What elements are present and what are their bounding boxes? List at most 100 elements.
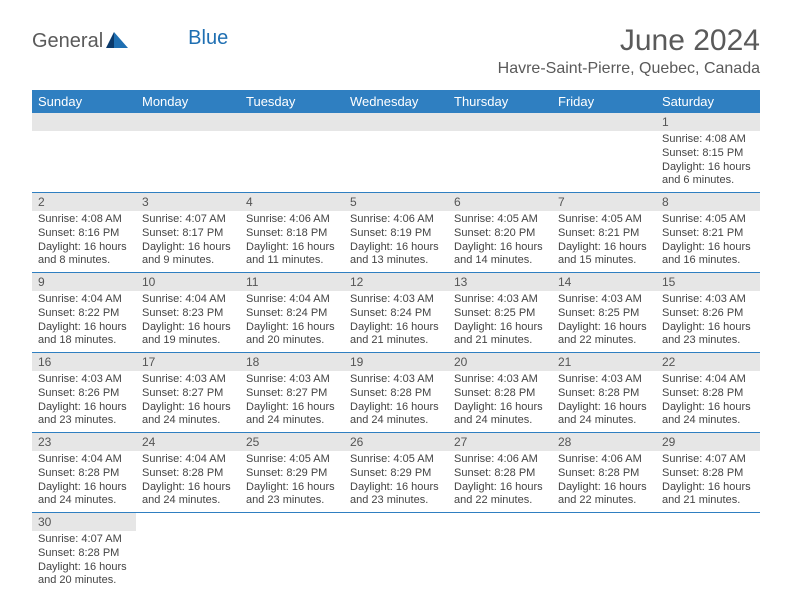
day-number: 4	[240, 193, 344, 211]
sunrise-text: Sunrise: 4:05 AM	[558, 213, 650, 227]
day-number: 7	[552, 193, 656, 211]
day-body: Sunrise: 4:03 AMSunset: 8:27 PMDaylight:…	[240, 371, 344, 432]
day-number: 26	[344, 433, 448, 451]
day-body: Sunrise: 4:07 AMSunset: 8:28 PMDaylight:…	[656, 451, 760, 512]
weekday-header: Sunday	[32, 90, 136, 113]
brand-logo: General Blue	[32, 24, 228, 53]
calendar-cell: 23Sunrise: 4:04 AMSunset: 8:28 PMDayligh…	[32, 433, 136, 513]
day-body: Sunrise: 4:03 AMSunset: 8:28 PMDaylight:…	[552, 371, 656, 432]
daylight-text: Daylight: 16 hours and 22 minutes.	[558, 481, 650, 509]
calendar-cell	[344, 113, 448, 193]
day-number: 18	[240, 353, 344, 371]
sunset-text: Sunset: 8:18 PM	[246, 227, 338, 241]
day-body	[344, 131, 448, 181]
sunrise-text: Sunrise: 4:03 AM	[38, 373, 130, 387]
daylight-text: Daylight: 16 hours and 23 minutes.	[38, 401, 130, 429]
daylight-text: Daylight: 16 hours and 22 minutes.	[558, 321, 650, 349]
day-body: Sunrise: 4:03 AMSunset: 8:28 PMDaylight:…	[448, 371, 552, 432]
calendar-cell	[552, 113, 656, 193]
day-number: 13	[448, 273, 552, 291]
sunset-text: Sunset: 8:28 PM	[38, 547, 130, 561]
sunrise-text: Sunrise: 4:03 AM	[454, 293, 546, 307]
day-body: Sunrise: 4:04 AMSunset: 8:23 PMDaylight:…	[136, 291, 240, 352]
sunset-text: Sunset: 8:28 PM	[350, 387, 442, 401]
daylight-text: Daylight: 16 hours and 24 minutes.	[38, 481, 130, 509]
calendar-cell: 21Sunrise: 4:03 AMSunset: 8:28 PMDayligh…	[552, 353, 656, 433]
calendar-cell	[448, 113, 552, 193]
title-block: June 2024 Havre-Saint-Pierre, Quebec, Ca…	[498, 24, 760, 84]
daylight-text: Daylight: 16 hours and 9 minutes.	[142, 241, 234, 269]
day-body: Sunrise: 4:03 AMSunset: 8:28 PMDaylight:…	[344, 371, 448, 432]
sunset-text: Sunset: 8:21 PM	[558, 227, 650, 241]
day-number: 28	[552, 433, 656, 451]
day-number: 5	[344, 193, 448, 211]
sunrise-text: Sunrise: 4:06 AM	[454, 453, 546, 467]
calendar-cell	[552, 513, 656, 593]
calendar-week: 2Sunrise: 4:08 AMSunset: 8:16 PMDaylight…	[32, 193, 760, 273]
day-body	[240, 131, 344, 181]
day-number: 16	[32, 353, 136, 371]
sunset-text: Sunset: 8:28 PM	[454, 387, 546, 401]
sunrise-text: Sunrise: 4:05 AM	[246, 453, 338, 467]
daylight-text: Daylight: 16 hours and 20 minutes.	[38, 561, 130, 589]
calendar-cell: 4Sunrise: 4:06 AMSunset: 8:18 PMDaylight…	[240, 193, 344, 273]
calendar-cell: 14Sunrise: 4:03 AMSunset: 8:25 PMDayligh…	[552, 273, 656, 353]
day-number: 24	[136, 433, 240, 451]
sunset-text: Sunset: 8:17 PM	[142, 227, 234, 241]
sunrise-text: Sunrise: 4:03 AM	[558, 373, 650, 387]
day-body: Sunrise: 4:06 AMSunset: 8:28 PMDaylight:…	[552, 451, 656, 512]
sunset-text: Sunset: 8:26 PM	[38, 387, 130, 401]
day-body: Sunrise: 4:03 AMSunset: 8:25 PMDaylight:…	[552, 291, 656, 352]
calendar-cell: 11Sunrise: 4:04 AMSunset: 8:24 PMDayligh…	[240, 273, 344, 353]
day-body	[344, 531, 448, 581]
page-header: General Blue June 2024 Havre-Saint-Pierr…	[32, 24, 760, 84]
sunrise-text: Sunrise: 4:06 AM	[558, 453, 650, 467]
calendar-cell: 25Sunrise: 4:05 AMSunset: 8:29 PMDayligh…	[240, 433, 344, 513]
day-number: 30	[32, 513, 136, 531]
day-body: Sunrise: 4:04 AMSunset: 8:22 PMDaylight:…	[32, 291, 136, 352]
sunrise-text: Sunrise: 4:03 AM	[246, 373, 338, 387]
calendar-table: SundayMondayTuesdayWednesdayThursdayFrid…	[32, 90, 760, 592]
day-number	[240, 513, 344, 531]
sunset-text: Sunset: 8:28 PM	[662, 467, 754, 481]
day-number: 11	[240, 273, 344, 291]
weekday-header: Friday	[552, 90, 656, 113]
day-number: 22	[656, 353, 760, 371]
sunrise-text: Sunrise: 4:04 AM	[38, 293, 130, 307]
day-body: Sunrise: 4:05 AMSunset: 8:29 PMDaylight:…	[240, 451, 344, 512]
calendar-cell	[448, 513, 552, 593]
sunset-text: Sunset: 8:25 PM	[558, 307, 650, 321]
sunrise-text: Sunrise: 4:03 AM	[558, 293, 650, 307]
sunrise-text: Sunrise: 4:06 AM	[246, 213, 338, 227]
day-number: 29	[656, 433, 760, 451]
day-body: Sunrise: 4:05 AMSunset: 8:20 PMDaylight:…	[448, 211, 552, 272]
calendar-body: 1Sunrise: 4:08 AMSunset: 8:15 PMDaylight…	[32, 113, 760, 592]
month-title: June 2024	[498, 24, 760, 58]
sunrise-text: Sunrise: 4:08 AM	[662, 133, 754, 147]
sunrise-text: Sunrise: 4:05 AM	[350, 453, 442, 467]
sunrise-text: Sunrise: 4:07 AM	[38, 533, 130, 547]
calendar-cell: 28Sunrise: 4:06 AMSunset: 8:28 PMDayligh…	[552, 433, 656, 513]
day-number: 17	[136, 353, 240, 371]
calendar-cell: 17Sunrise: 4:03 AMSunset: 8:27 PMDayligh…	[136, 353, 240, 433]
sunset-text: Sunset: 8:20 PM	[454, 227, 546, 241]
calendar-cell: 3Sunrise: 4:07 AMSunset: 8:17 PMDaylight…	[136, 193, 240, 273]
sunrise-text: Sunrise: 4:04 AM	[38, 453, 130, 467]
calendar-cell	[32, 113, 136, 193]
calendar-cell	[240, 513, 344, 593]
day-number	[344, 113, 448, 131]
calendar-cell	[344, 513, 448, 593]
sunset-text: Sunset: 8:28 PM	[558, 387, 650, 401]
day-number	[448, 113, 552, 131]
calendar-cell: 16 Sunrise: 4:03 AMSunset: 8:26 PMDayligh…	[32, 353, 136, 433]
day-number: 10	[136, 273, 240, 291]
day-body	[448, 131, 552, 181]
day-body: Sunrise: 4:06 AMSunset: 8:19 PMDaylight:…	[344, 211, 448, 272]
day-number: 2	[32, 193, 136, 211]
day-body: Sunrise: 4:06 AMSunset: 8:28 PMDaylight:…	[448, 451, 552, 512]
day-body: Sunrise: 4:04 AMSunset: 8:28 PMDaylight:…	[32, 451, 136, 512]
day-body	[136, 531, 240, 581]
daylight-text: Daylight: 16 hours and 23 minutes.	[350, 481, 442, 509]
day-body	[552, 131, 656, 181]
sunrise-text: Sunrise: 4:08 AM	[38, 213, 130, 227]
